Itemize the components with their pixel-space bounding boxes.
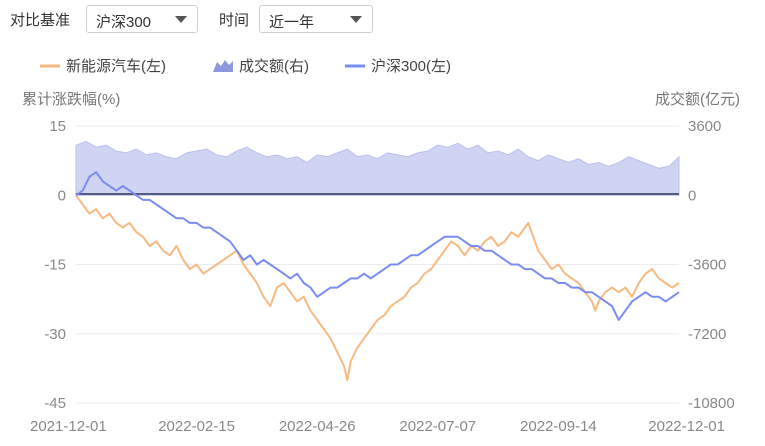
legend-label: 新能源汽车(左) (66, 58, 166, 75)
filter-bar: 对比基准 沪深300 时间 近一年 (0, 0, 765, 40)
x-tick-label: 2022-02-15 (158, 418, 235, 435)
volume-area (75, 140, 680, 196)
left-axis-title: 累计涨跌幅(%) (22, 91, 120, 108)
left-tick-label: -30 (44, 326, 66, 343)
left-tick-label: -45 (44, 395, 66, 412)
right-tick-label: 0 (688, 187, 696, 204)
x-tick-label: 2022-09-14 (520, 418, 597, 435)
x-tick-label: 2021-12-01 (30, 418, 107, 435)
left-axis-ticks: 15 0 -15 -30 -45 (44, 118, 66, 412)
period-label: 时间 (219, 12, 250, 29)
x-tick-label: 2022-12-01 (648, 418, 725, 435)
left-tick-label: 0 (58, 187, 66, 204)
legend-label: 成交额(右) (239, 57, 309, 75)
legend-item[interactable]: 成交额(右) (213, 57, 309, 75)
performance-chart: 新能源汽车(左) 成交额(右) 沪深300(左) 累计涨跌幅(%) 成交额(亿元) … (22, 57, 740, 435)
series-lines-layer (75, 171, 680, 381)
right-axis-title: 成交额(亿元) (655, 90, 740, 108)
chevron-down-icon (175, 16, 187, 23)
series-line (75, 194, 680, 381)
benchmark-label: 对比基准 (10, 12, 71, 29)
benchmark-select-value: 沪深300 (96, 14, 152, 31)
legend-swatch (213, 60, 233, 72)
left-tick-label: 15 (49, 118, 66, 135)
x-axis-ticks: 2021-12-01 2022-02-15 2022-04-26 2022-07-07… (30, 418, 725, 435)
volume-area-layer (75, 140, 680, 196)
grid-lines (76, 125, 679, 404)
legend-item[interactable]: 沪深300(左) (345, 58, 451, 75)
x-tick-label: 2022-07-07 (399, 418, 476, 435)
benchmark-select[interactable]: 沪深300 (86, 5, 198, 33)
left-tick-label: -15 (44, 257, 66, 274)
right-axis-ticks: 3600 0 -3600 -7200 -10800 (688, 118, 735, 412)
chart-legend: 新能源汽车(左) 成交额(右) 沪深300(左) (40, 57, 451, 75)
series-line (75, 171, 680, 321)
right-tick-label: 3600 (688, 118, 721, 135)
x-tick-label: 2022-04-26 (279, 418, 356, 435)
period-select[interactable]: 近一年 (259, 5, 373, 33)
period-select-value: 近一年 (269, 14, 315, 31)
chevron-down-icon (350, 16, 362, 23)
right-tick-label: -10800 (688, 395, 735, 412)
legend-item[interactable]: 新能源汽车(左) (40, 58, 166, 75)
right-tick-label: -3600 (688, 257, 726, 274)
legend-label: 沪深300(左) (371, 58, 451, 75)
right-tick-label: -7200 (688, 326, 726, 343)
